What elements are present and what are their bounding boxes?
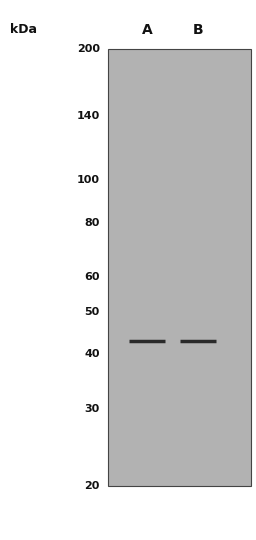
Text: 50: 50 — [84, 307, 100, 317]
Text: 140: 140 — [77, 111, 100, 122]
Text: 20: 20 — [84, 481, 100, 491]
Text: B: B — [193, 23, 204, 37]
Text: 80: 80 — [84, 218, 100, 228]
Bar — [108, 49, 251, 486]
Text: 40: 40 — [84, 349, 100, 359]
Text: kDa: kDa — [10, 23, 37, 36]
Text: 60: 60 — [84, 272, 100, 282]
Text: 30: 30 — [84, 404, 100, 414]
Text: 100: 100 — [77, 176, 100, 185]
Text: 200: 200 — [77, 44, 100, 53]
Text: A: A — [142, 23, 153, 37]
